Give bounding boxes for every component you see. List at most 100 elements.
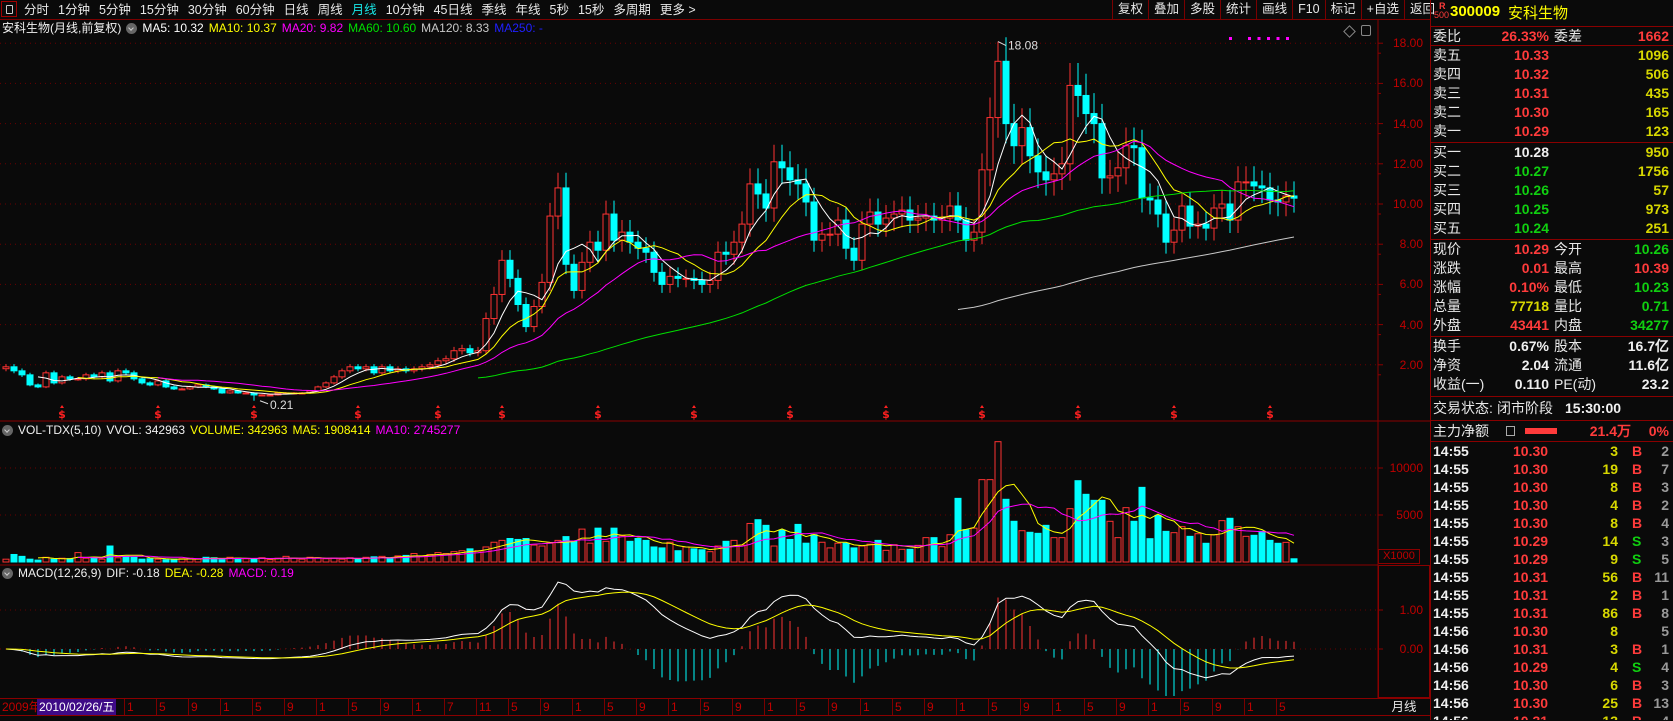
macd-value: MACD: 0.19 — [228, 566, 294, 580]
button-返回[interactable]: 返回 — [1403, 0, 1440, 19]
trade-count: 2 — [1661, 497, 1669, 513]
button-复权[interactable]: 复权 — [1112, 0, 1148, 19]
tab-30分钟[interactable]: 30分钟 — [187, 3, 227, 17]
tab-日线[interactable]: 日线 — [283, 3, 309, 17]
tab-5分钟[interactable]: 5分钟 — [98, 3, 131, 17]
quote-stats: 现价 10.29 今开 10.26 涨跌 0.01 最高 10.39 涨幅 0.10% 最低 10.2… — [1431, 240, 1673, 337]
tab-1分钟[interactable]: 1分钟 — [58, 3, 90, 17]
tab-15分钟[interactable]: 15分钟 — [139, 3, 179, 17]
volume-bar — [1218, 520, 1226, 563]
panel-toggle-icon[interactable] — [1, 1, 17, 17]
tab-15秒[interactable]: 15秒 — [577, 3, 605, 17]
date-axis-month: 5 — [508, 699, 518, 715]
macd-indicator-header: MACD(12,26,9) DIF: -0.18 DEA: -0.28 MACD… — [2, 565, 294, 581]
button-多股[interactable]: 多股 — [1184, 0, 1220, 19]
indicator-dropdown-icon[interactable] — [126, 23, 138, 34]
button-画线[interactable]: 画线 — [1256, 0, 1292, 19]
date-axis-month: 9 — [380, 699, 390, 715]
candle-body — [714, 251, 722, 281]
candle-body — [434, 360, 442, 366]
dea-value: DEA: -0.28 — [164, 566, 224, 580]
volume-bar — [242, 558, 250, 563]
candle-body — [1034, 155, 1042, 173]
bid-row: 买四 10.25 973 — [1433, 200, 1671, 219]
tab-45日线[interactable]: 45日线 — [433, 3, 473, 17]
volume-bar — [698, 549, 706, 563]
kline-chart[interactable]: 18.08 0.21 $ $ $ $ $ $ $ $ $ $ $ $ $ $ — [0, 0, 1430, 716]
button-F10[interactable]: F10 — [1292, 0, 1325, 19]
candle-body — [354, 366, 362, 370]
candle-body — [770, 161, 778, 209]
indicator-dropdown-icon[interactable] — [2, 424, 13, 436]
volume-bar — [1018, 530, 1026, 563]
tab-月线[interactable]: 月线 — [351, 3, 377, 17]
volume-bar — [1130, 520, 1138, 563]
trade-time: 14:55 — [1433, 605, 1469, 621]
signal-marker: $ — [786, 408, 794, 421]
volume-bar — [818, 541, 826, 563]
button-叠加[interactable]: 叠加 — [1148, 0, 1184, 19]
trade-time: 14:55 — [1433, 551, 1469, 567]
volume-axis-label: 5000 — [1396, 508, 1423, 522]
volume-bar — [794, 523, 802, 563]
volume-bar — [530, 544, 538, 563]
date-axis[interactable]: 2009年 2010/02/26/五 1 5 9 1 5 9 1 5 9 1 7 11 5 9 1 5 9 1 5 9… — [0, 698, 1378, 716]
price-axis-label: 4.00 — [1399, 317, 1423, 332]
button-标记[interactable]: 标记 — [1324, 0, 1361, 19]
candle-body — [986, 117, 994, 171]
main-flow-row: 主力净额 21.4万 0% — [1431, 421, 1673, 442]
trade-side: S — [1632, 533, 1642, 549]
volume-bar — [866, 543, 874, 563]
candle-body — [1258, 185, 1266, 189]
volume-bar — [1122, 507, 1130, 563]
date-axis-month: 1 — [220, 699, 230, 715]
trade-side: B — [1632, 461, 1643, 477]
trade-count: 5 — [1661, 623, 1669, 639]
tab-5秒[interactable]: 5秒 — [549, 3, 569, 17]
volume-bar — [554, 539, 562, 563]
bottom-tab-strip — [0, 715, 1430, 721]
volume-bar — [370, 556, 378, 563]
candle-body — [530, 306, 538, 328]
bid-row-value2: 1756 — [1637, 163, 1669, 179]
signal-marker: $ — [882, 408, 890, 421]
volume-bar — [586, 542, 594, 563]
tab-周线[interactable]: 周线 — [317, 3, 343, 17]
list-icon[interactable] — [1506, 426, 1515, 436]
stat-row: 现价 10.29 今开 10.26 — [1433, 240, 1671, 259]
button-统计[interactable]: 统计 — [1220, 0, 1256, 19]
tab-10分钟[interactable]: 10分钟 — [385, 3, 425, 17]
signal-marker-arrow — [980, 405, 984, 408]
volume-bar — [858, 545, 866, 563]
indicator-dropdown-icon[interactable] — [2, 567, 13, 579]
volume-bar — [882, 549, 890, 563]
fundamental-row-label2: 流通 — [1554, 357, 1582, 373]
tab-分时[interactable]: 分时 — [24, 3, 50, 17]
main-flow-label: 主力净额 — [1433, 423, 1489, 439]
volume-bar — [834, 542, 842, 563]
bid-row: 买五 10.24 251 — [1433, 219, 1671, 238]
volume-bar — [890, 544, 898, 563]
candle-body — [42, 372, 50, 388]
tab-季线[interactable]: 季线 — [481, 3, 507, 17]
tab-更多 >[interactable]: 更多 > — [659, 3, 696, 17]
button-+自选[interactable]: +自选 — [1360, 0, 1404, 19]
candle-body — [914, 217, 922, 221]
trade-price: 10.30 — [1513, 623, 1549, 639]
volume-bar — [1042, 524, 1050, 563]
volume-bar — [1202, 542, 1210, 563]
candle-body — [1138, 147, 1146, 199]
volume-bar — [1154, 514, 1162, 563]
trade-ticks-list[interactable]: 14:55 10.30 3 B 2 14:55 10.30 19 B 7 14:55 10.30 8 B 3… — [1431, 442, 1673, 720]
tab-60分钟[interactable]: 60分钟 — [235, 3, 275, 17]
volume-bar — [1290, 558, 1298, 563]
candle-body — [330, 376, 338, 384]
low-price-label: 0.21 — [270, 398, 294, 412]
weicha-value: 1662 — [1637, 28, 1669, 44]
date-axis-month: 9 — [284, 699, 294, 715]
tab-年线[interactable]: 年线 — [515, 3, 541, 17]
panel-switch-icon[interactable] — [1361, 25, 1371, 36]
volume-bar — [514, 538, 522, 563]
tab-多周期[interactable]: 多周期 — [613, 3, 651, 17]
date-axis-month: 5 — [892, 699, 902, 715]
